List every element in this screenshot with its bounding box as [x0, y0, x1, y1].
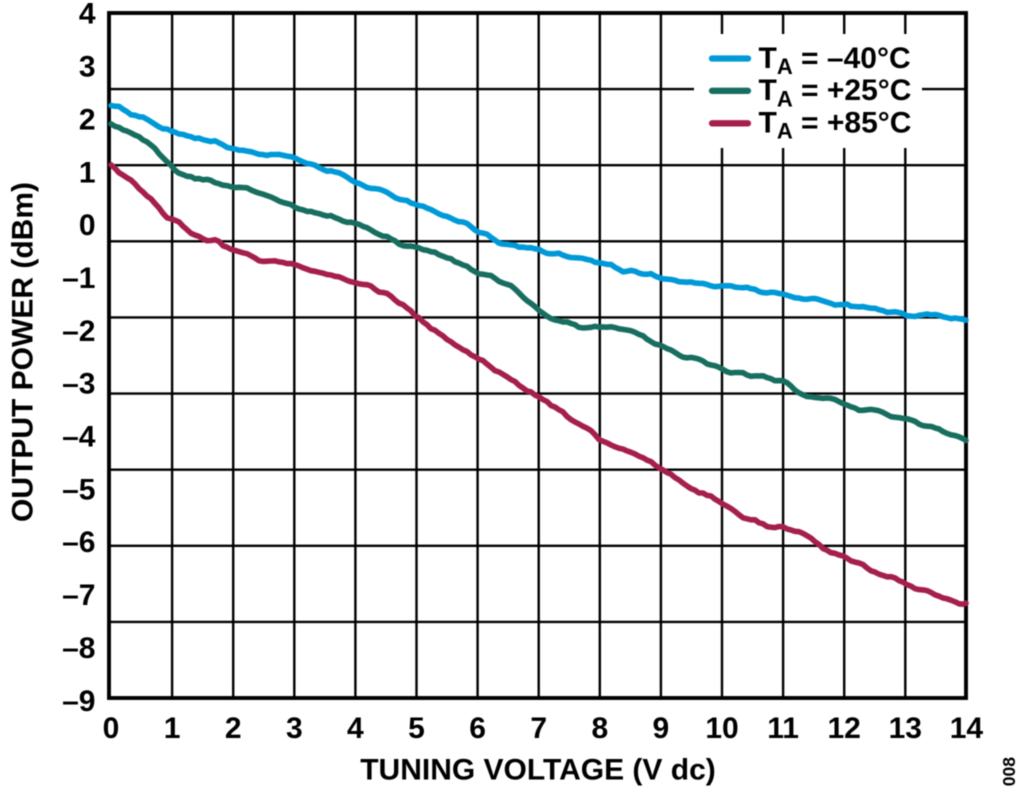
- svg-text:14: 14: [950, 712, 984, 745]
- svg-text:–3: –3: [62, 368, 95, 401]
- svg-text:3: 3: [286, 712, 303, 745]
- svg-text:TUNING VOLTAGE (V dc): TUNING VOLTAGE (V dc): [360, 753, 716, 786]
- svg-text:9: 9: [653, 712, 670, 745]
- svg-text:–5: –5: [62, 473, 95, 506]
- svg-text:0: 0: [79, 209, 96, 242]
- svg-text:0: 0: [103, 712, 120, 745]
- svg-text:6: 6: [469, 712, 486, 745]
- svg-text:8: 8: [591, 712, 608, 745]
- svg-text:4: 4: [347, 712, 364, 745]
- svg-text:2: 2: [225, 712, 242, 745]
- svg-text:2: 2: [79, 103, 96, 136]
- svg-text:7: 7: [530, 712, 547, 745]
- svg-text:–9: –9: [62, 685, 95, 718]
- svg-text:11: 11: [767, 712, 799, 745]
- svg-text:10: 10: [705, 712, 738, 745]
- svg-text:–1: –1: [62, 262, 95, 295]
- svg-text:–2: –2: [62, 315, 95, 348]
- svg-text:1: 1: [164, 712, 181, 745]
- svg-text:TA = –40°C: TA = –40°C: [759, 42, 911, 79]
- svg-text:008: 008: [999, 757, 1019, 786]
- svg-text:5: 5: [408, 712, 425, 745]
- svg-text:3: 3: [79, 51, 96, 84]
- svg-text:–8: –8: [62, 632, 95, 665]
- svg-text:–4: –4: [62, 421, 96, 454]
- svg-text:12: 12: [828, 712, 861, 745]
- svg-text:13: 13: [889, 712, 922, 745]
- svg-text:–7: –7: [62, 579, 95, 612]
- svg-text:4: 4: [79, 0, 96, 31]
- svg-text:–6: –6: [62, 526, 95, 559]
- svg-text:OUTPUT POWER (dBm): OUTPUT POWER (dBm): [7, 182, 40, 522]
- svg-text:1: 1: [79, 156, 96, 189]
